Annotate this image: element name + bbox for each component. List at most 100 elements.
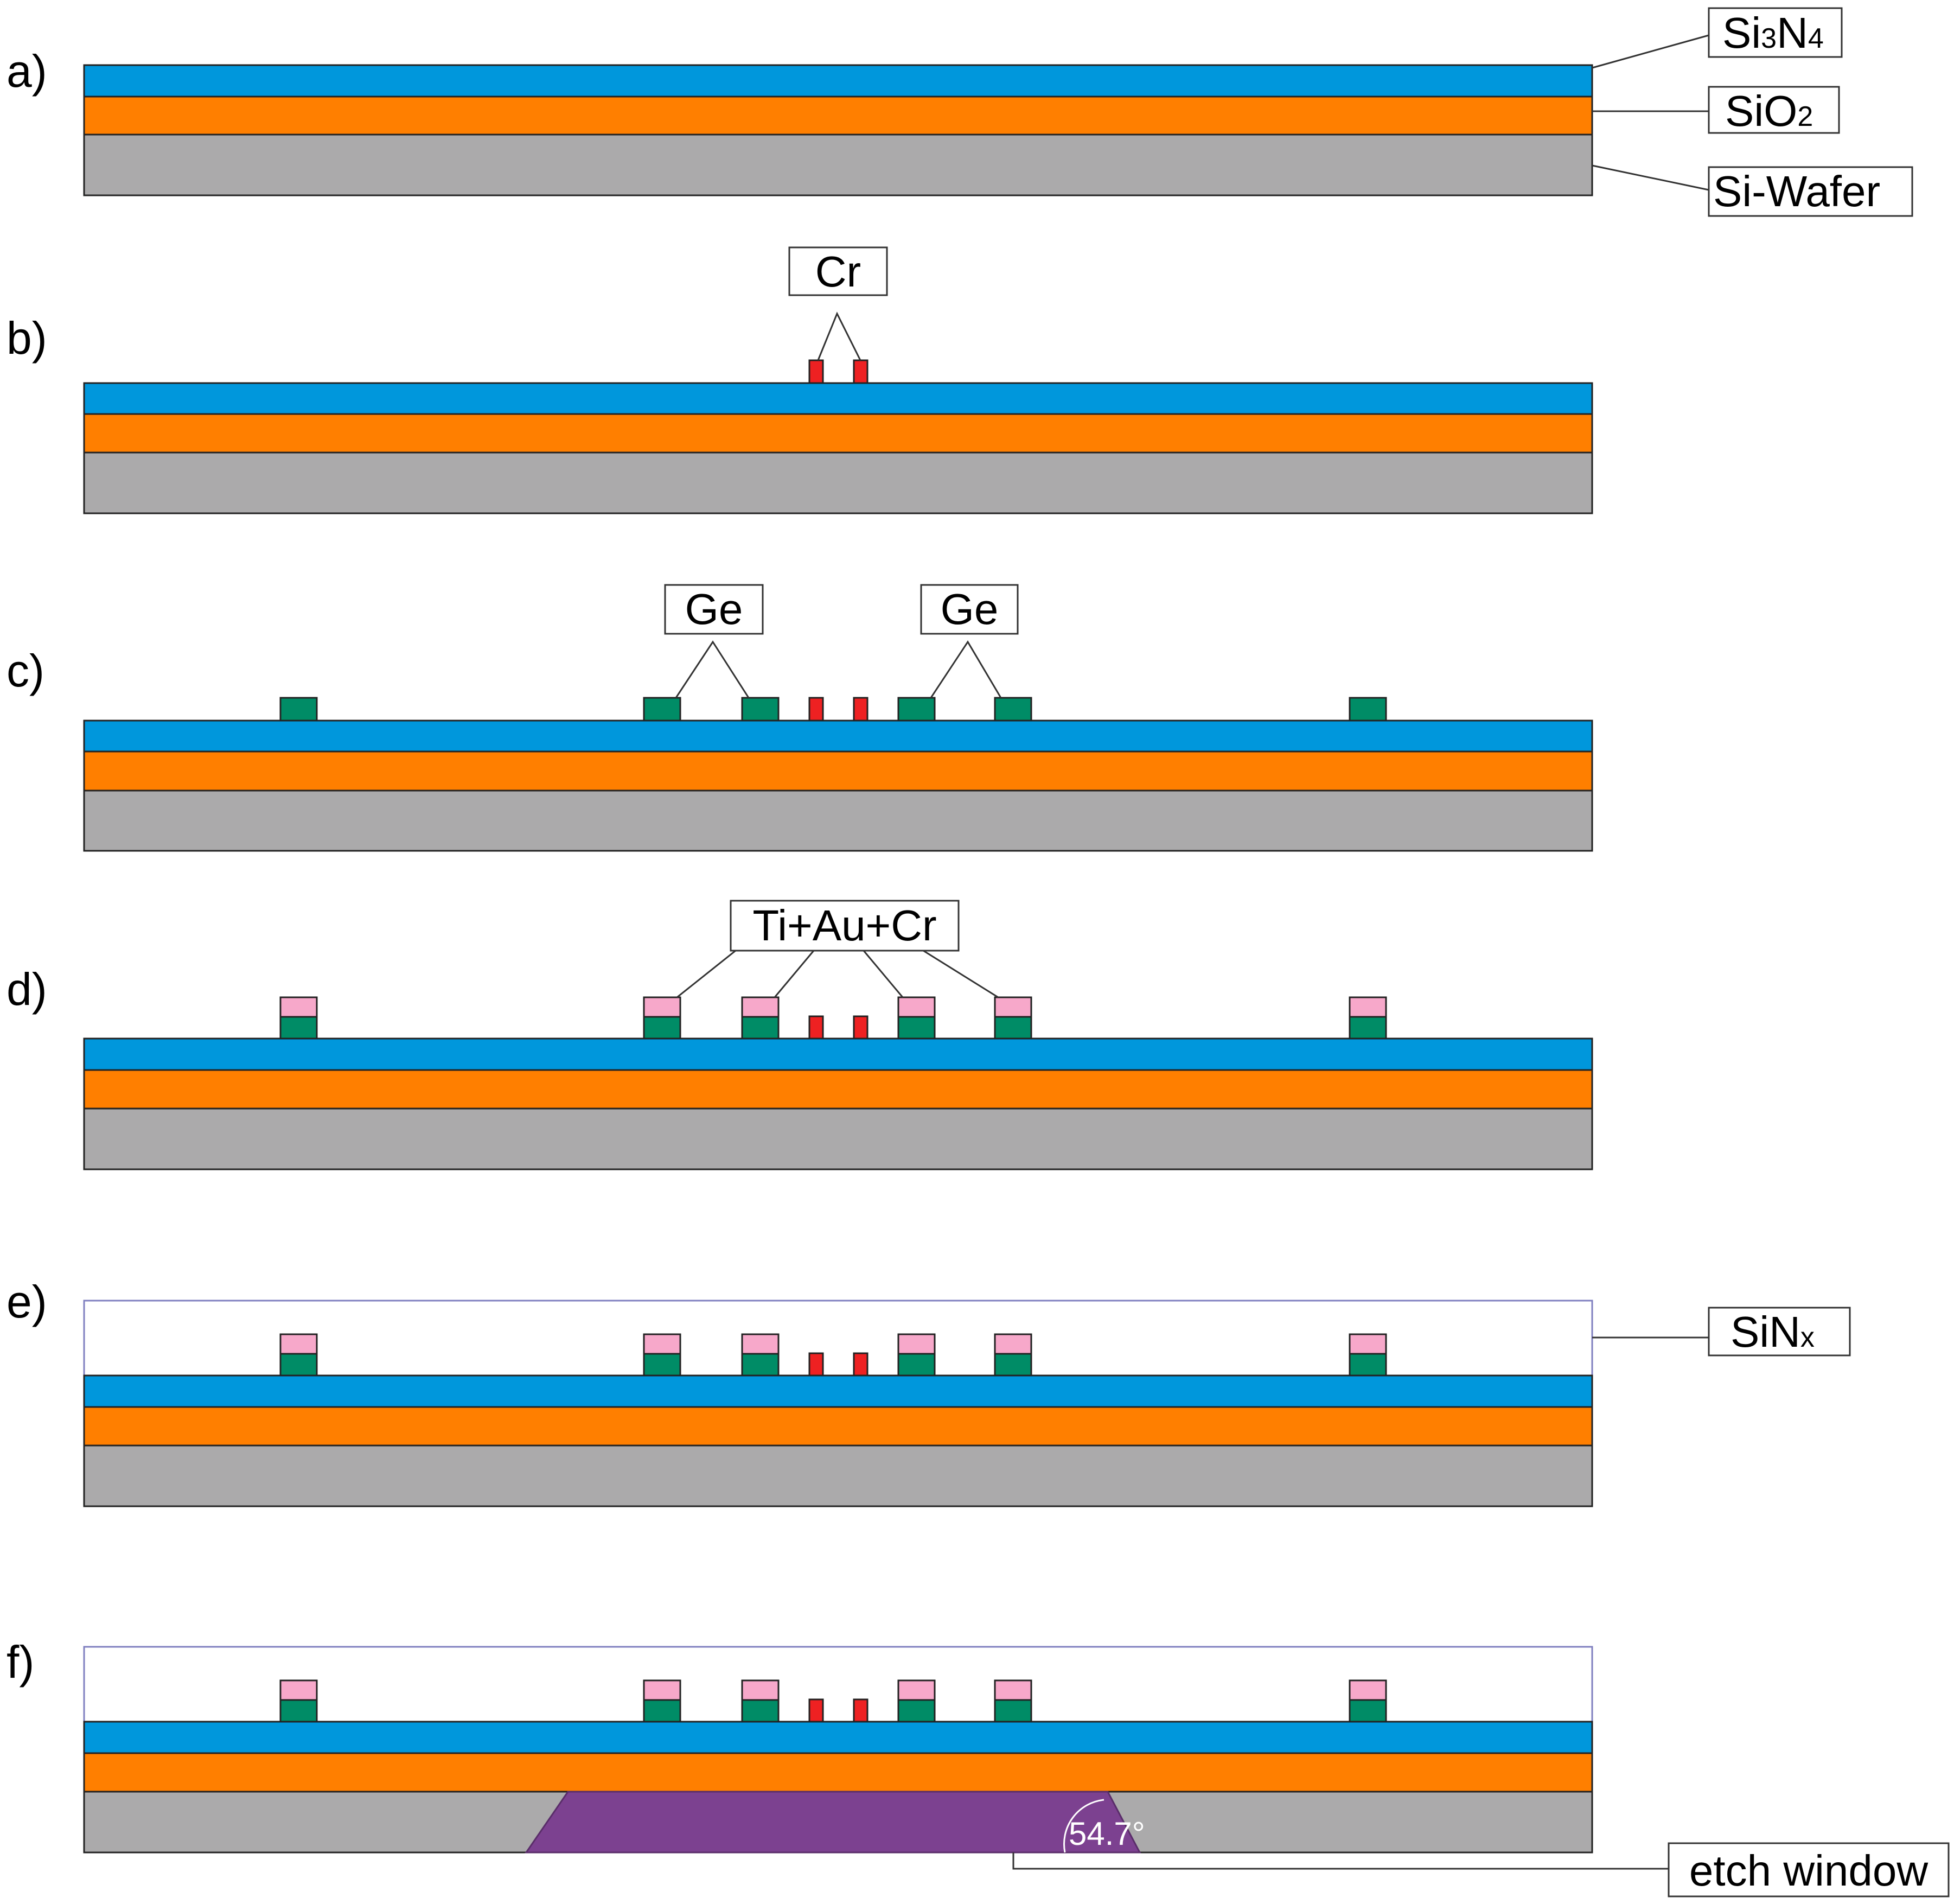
metal-pad — [741, 996, 780, 1018]
step-label-c: c) — [7, 645, 44, 696]
sinx-layer — [83, 1300, 1593, 1377]
ge-pad — [897, 697, 936, 722]
metal-leader — [863, 950, 904, 998]
step-label-e: e) — [7, 1276, 47, 1327]
ge-pad — [741, 1699, 780, 1723]
si3n4-layer — [83, 1721, 1593, 1754]
wafer-label-frame — [1708, 166, 1913, 217]
cr-pad — [853, 359, 869, 384]
sio2-layer — [83, 750, 1593, 792]
si3n4-label-box: Si3N4 — [1708, 7, 1843, 58]
metal-pad — [994, 1679, 1032, 1701]
metal-stack — [1349, 1333, 1387, 1377]
ge-pad — [741, 697, 780, 722]
step-a-callouts — [1592, 34, 1709, 191]
ge-pad — [1349, 1353, 1387, 1377]
metal-leader — [923, 950, 999, 998]
sio2-label-frame — [1708, 86, 1840, 134]
cr-pad — [853, 1698, 869, 1723]
metal-stack — [741, 1333, 780, 1377]
etch-label: etch window — [1689, 1846, 1928, 1895]
metal-pad — [1349, 1679, 1387, 1701]
sio2-layer — [83, 1069, 1593, 1110]
ge-pad — [1349, 1016, 1387, 1040]
ge-pad — [994, 697, 1032, 722]
metal-stack — [741, 996, 780, 1040]
metal-pad — [897, 996, 936, 1018]
metal-pad — [279, 1333, 318, 1355]
step-label-d: d) — [7, 964, 47, 1015]
ge-pad — [643, 1016, 681, 1040]
metal-leader — [774, 950, 815, 998]
etch-leader — [1012, 1852, 1669, 1870]
ge-pad — [643, 1699, 681, 1723]
ge-pad — [643, 697, 681, 722]
ge-pad — [897, 1016, 936, 1040]
angle-arc — [1063, 1799, 1104, 1853]
si3n4-layer — [83, 1374, 1593, 1408]
cr-pad — [853, 697, 869, 722]
metal-stack — [897, 1333, 936, 1377]
cr-label: Cr — [815, 247, 861, 296]
step-label-f: f) — [7, 1636, 34, 1688]
cr-pad — [808, 1352, 824, 1377]
step-a-stack — [83, 64, 1593, 196]
cr-pad — [808, 697, 824, 722]
metal-pad — [643, 1333, 681, 1355]
wafer-layer — [83, 1107, 1593, 1170]
sinx-layer — [83, 1646, 1593, 1723]
metal-stack — [741, 1679, 780, 1723]
ge-pad — [994, 1016, 1032, 1040]
etch-window — [525, 1791, 1141, 1854]
si3n4-label: Si3N4 — [1722, 9, 1824, 57]
metal-stack — [279, 1333, 318, 1377]
ge-pad — [279, 697, 318, 722]
metal-label: Ti+Au+Cr — [752, 901, 936, 950]
metal-pad — [994, 1333, 1032, 1355]
si3n4-leader — [1592, 34, 1709, 69]
metal-pad — [741, 1333, 780, 1355]
step-label-a: a) — [7, 46, 47, 97]
angle-annotation: 54.7° — [1063, 1799, 1145, 1853]
metal-pad — [897, 1333, 936, 1355]
step-d-stack — [83, 996, 1593, 1170]
metal-stack — [897, 1679, 936, 1723]
ge-right-label: Ge — [941, 585, 999, 633]
cr-pad — [808, 359, 824, 384]
metal-pad — [741, 1679, 780, 1701]
ge-pad — [1349, 1699, 1387, 1723]
ge-pad — [643, 1353, 681, 1377]
metal-pad — [279, 1679, 318, 1701]
metal-pad — [643, 1679, 681, 1701]
sio2-layer — [83, 95, 1593, 136]
etch-label-frame — [1668, 1842, 1950, 1897]
sio2-layer — [83, 413, 1593, 454]
metal-stack — [643, 996, 681, 1040]
wafer-layer — [83, 451, 1593, 514]
metal-pad — [279, 996, 318, 1018]
sinx-label-frame — [1708, 1307, 1851, 1357]
ge-right-leader — [930, 640, 1002, 698]
ge-left-label-frame — [664, 584, 764, 635]
ge-pad — [279, 1016, 318, 1040]
ge-pad — [897, 1699, 936, 1723]
ge-left-leader — [675, 640, 750, 698]
si3n4-layer — [83, 382, 1593, 415]
step-labels: a) b) c) d) e) f) — [7, 46, 47, 1688]
step-f-stack — [83, 1646, 1593, 1854]
step-e-stack — [83, 1300, 1593, 1507]
metal-pad — [1349, 1333, 1387, 1355]
step-label-b: b) — [7, 313, 47, 364]
cr-leader — [817, 311, 861, 361]
metal-pad — [1349, 996, 1387, 1018]
metal-stack — [994, 1679, 1032, 1723]
metal-label-frame — [730, 900, 960, 952]
wafer-leader — [1592, 164, 1709, 191]
angle-label: 54.7° — [1069, 1816, 1145, 1852]
ge-left-label: Ge — [685, 585, 743, 633]
cr-pad — [808, 1698, 824, 1723]
wafer-label: Si-Wafer — [1713, 167, 1880, 215]
metal-stack — [897, 996, 936, 1040]
cr-pad — [853, 1015, 869, 1040]
